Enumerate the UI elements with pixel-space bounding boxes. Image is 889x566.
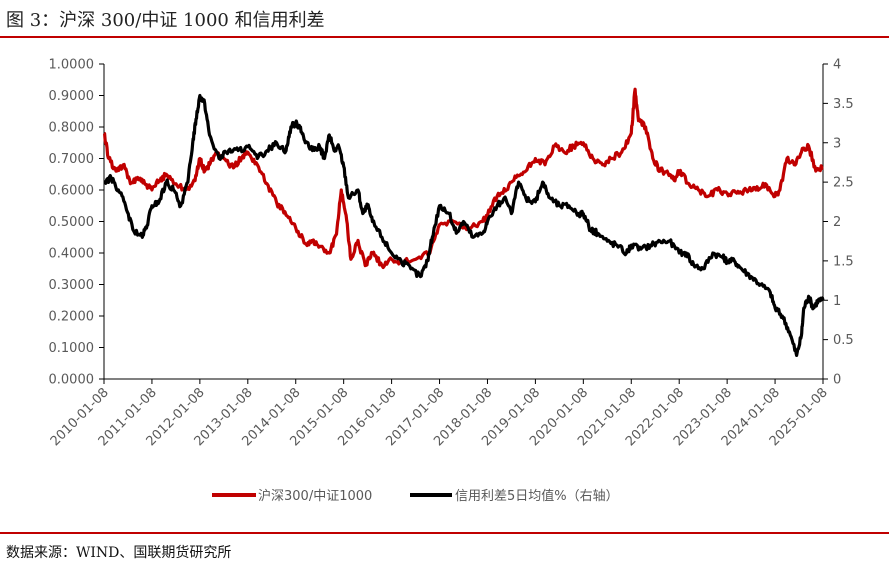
y-right-tick-label: 3 <box>833 136 841 151</box>
source-note: 数据来源：WIND、国联期货研究所 <box>6 545 232 561</box>
y-right-tick-label: 0 <box>833 373 841 388</box>
figure-title: 图 3：沪深 300/中证 1000 和信用利差 <box>6 10 325 31</box>
y-right-tick-label: 1 <box>833 294 841 309</box>
legend-label: 沪深300/中证1000 <box>258 488 372 504</box>
legend-label: 信用利差5日均值%（右轴） <box>455 488 619 504</box>
y-left-tick-label: 0.6000 <box>49 184 95 199</box>
y-right-tick-label: 4 <box>833 58 841 73</box>
footer-divider <box>0 532 889 534</box>
y-left-tick-label: 0.5000 <box>49 215 95 230</box>
series-line-hs300-csi1000 <box>103 87 824 270</box>
y-left-tick-label: 0.4000 <box>49 247 95 262</box>
y-left-tick-label: 0.8000 <box>49 121 95 136</box>
y-right-tick-label: 3.5 <box>833 97 854 112</box>
y-left-tick-label: 1.0000 <box>49 58 95 73</box>
chart-axes: 0.0000 0.1000 0.2000 0.3000 0.4000 0.5000 0.60… <box>48 58 854 450</box>
y-right-tick-label: 0.5 <box>833 333 854 348</box>
chart-legend: 沪深300/中证1000 信用利差5日均值%（右轴） <box>212 488 619 504</box>
y-left-tick-label: 0.0000 <box>49 373 95 388</box>
y-right-tick-label: 1.5 <box>833 254 854 269</box>
title-divider <box>0 36 889 38</box>
y-left-tick-label: 0.9000 <box>49 89 95 104</box>
y-right-tick-label: 2 <box>833 215 841 230</box>
y-left-tick-label: 0.2000 <box>49 310 95 325</box>
chart-series <box>103 87 825 357</box>
y-left-tick-label: 0.3000 <box>49 278 95 293</box>
series-line-credit-spread <box>103 93 825 357</box>
y-right-tick-label: 2.5 <box>833 176 854 191</box>
y-left-tick-label: 0.7000 <box>49 152 95 167</box>
y-left-tick-label: 0.1000 <box>49 341 95 356</box>
